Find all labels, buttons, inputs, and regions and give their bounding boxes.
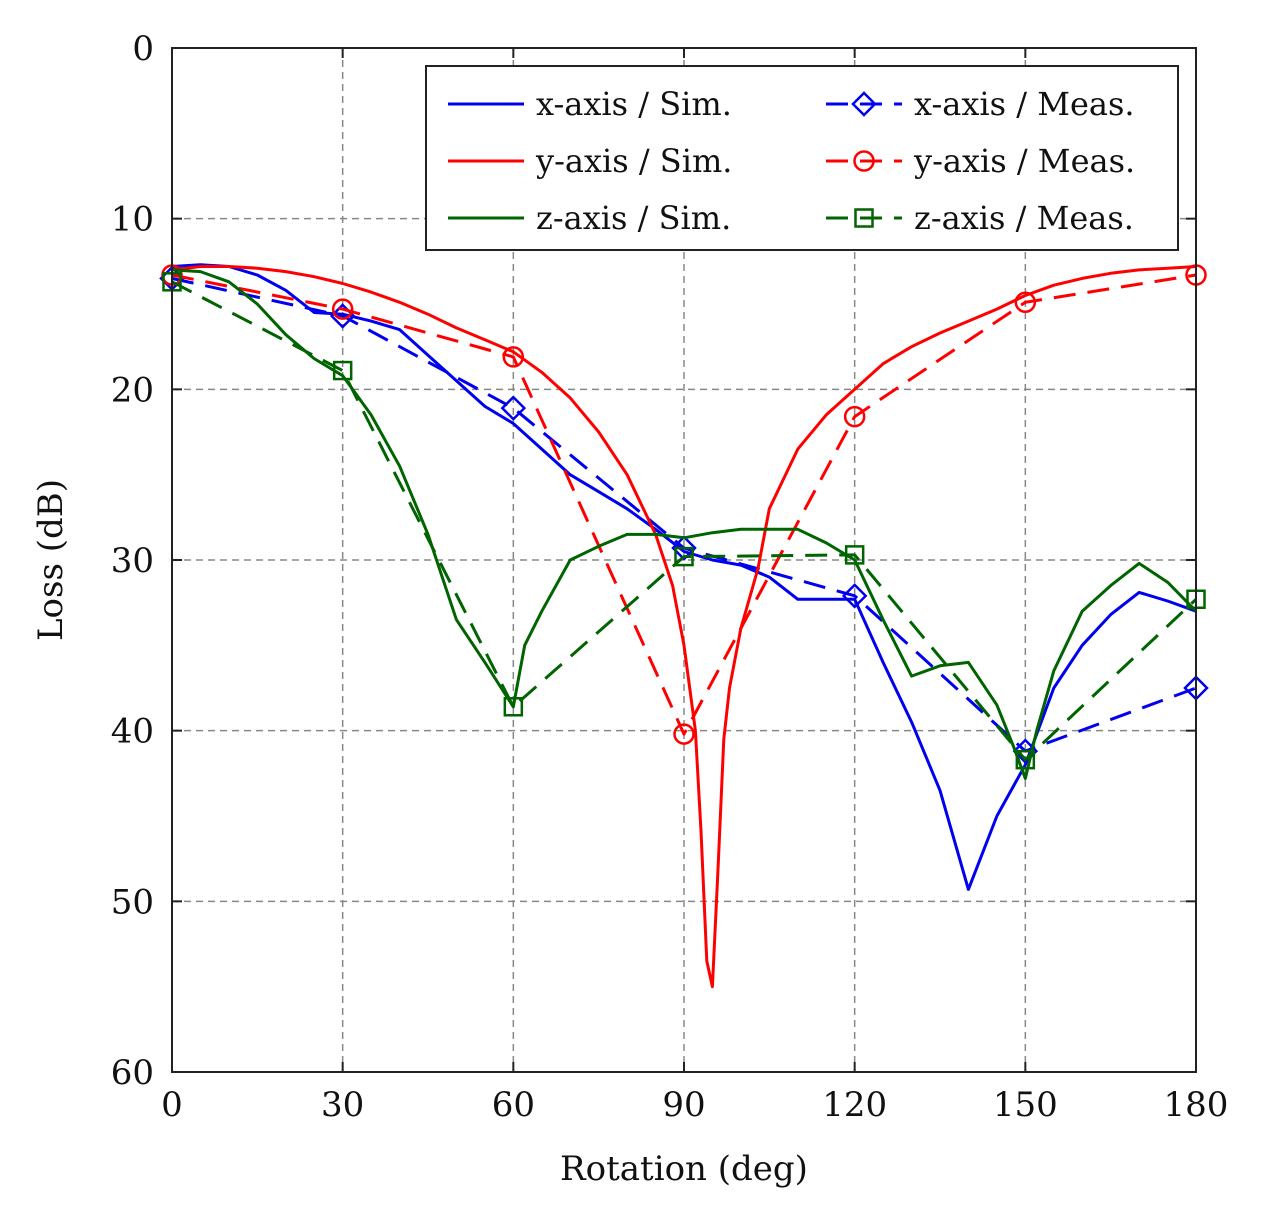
y-tick-label: 10 (111, 200, 154, 240)
legend-label-z-axis-meas: z-axis / Meas. (914, 199, 1134, 237)
y-tick-label: 0 (132, 29, 154, 69)
legend-label-z-axis-sim: z-axis / Sim. (536, 199, 731, 237)
legend: x-axis / Sim. x-axis / Meas. y-axis / Sim.… (425, 65, 1179, 251)
series-line-y-axis-meas (171, 273, 1197, 736)
legend-marker-y-axis-meas (853, 150, 875, 172)
legend-label-x-axis-sim: x-axis / Sim. (536, 85, 732, 123)
y-tick-label: 30 (111, 541, 154, 581)
legend-marker-x-axis-meas (851, 91, 877, 117)
series-line-y-axis-sim (171, 265, 1197, 989)
series-x-axis-sim (171, 263, 1197, 891)
legend-label-x-axis-meas: x-axis / Meas. (914, 85, 1135, 123)
axis-ticks: 0 30 60 90 120 150 180 0 10 20 30 40 50 60 (111, 29, 1229, 1125)
legend-label-y-axis-meas: y-axis / Meas. (913, 142, 1135, 180)
data-point-x-axis-meas (671, 535, 697, 561)
y-tick-label: 20 (111, 370, 154, 410)
data-point-y-axis-meas (1014, 291, 1037, 314)
y-tick-label: 40 (111, 712, 154, 752)
legend-box (425, 65, 1179, 251)
series-line-x-axis-sim (171, 263, 1197, 891)
data-point-z-axis-meas (1015, 749, 1036, 770)
legend-label-y-axis-sim: y-axis / Sim. (535, 142, 732, 180)
data-point-z-axis-meas (503, 697, 524, 717)
data-point-x-axis-meas (500, 395, 527, 421)
data-point-z-axis-meas (332, 360, 353, 381)
y-tick-label: 60 (111, 1053, 154, 1093)
y-axis-title: Loss (dB) (31, 479, 71, 641)
x-tick-label: 0 (161, 1085, 183, 1125)
x-tick-label: 120 (822, 1085, 887, 1125)
data-point-z-axis-meas (674, 546, 694, 567)
data-point-y-axis-meas (843, 405, 866, 428)
x-axis-title: Rotation (deg) (560, 1149, 808, 1189)
data-point-y-axis-meas (331, 298, 354, 320)
plot-series (159, 263, 1209, 989)
data-point-y-axis-meas (502, 346, 525, 368)
series-line-z-axis-meas (171, 280, 1198, 762)
series-y-axis-sim (171, 265, 1197, 989)
x-tick-label: 90 (662, 1085, 705, 1125)
data-point-x-axis-meas (841, 583, 868, 609)
legend-marker-z-axis-meas (854, 208, 874, 228)
x-tick-label: 30 (321, 1085, 364, 1125)
data-point-z-axis-meas (844, 545, 865, 565)
x-tick-label: 180 (1164, 1085, 1229, 1125)
x-tick-label: 60 (492, 1085, 535, 1125)
y-tick-label: 50 (111, 882, 154, 922)
data-point-y-axis-meas (673, 723, 695, 745)
x-tick-label: 150 (993, 1085, 1058, 1125)
